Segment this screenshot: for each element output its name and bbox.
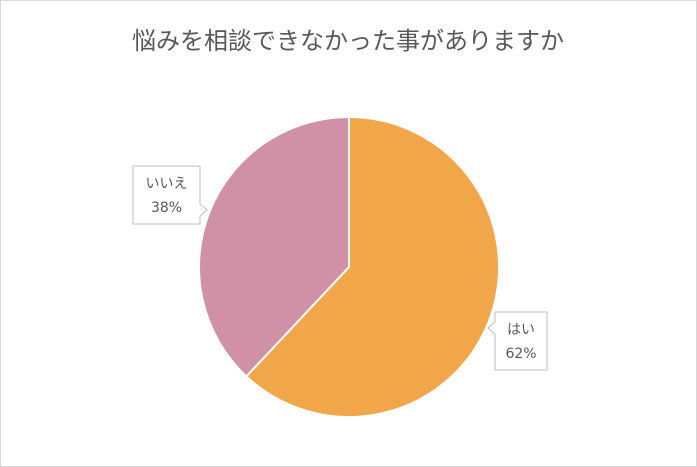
data-label-category: はい	[507, 322, 535, 338]
pie-slice	[198, 115, 350, 378]
data-label-value: 38%	[151, 200, 182, 216]
data-label-value: 62%	[505, 346, 536, 362]
pie-slice	[244, 115, 500, 418]
data-label-box	[487, 311, 548, 371]
chart-title: 悩みを相談できなかった事がありますか	[132, 27, 564, 55]
data-label-box	[132, 165, 208, 225]
data-label-category: いいえ	[146, 176, 188, 192]
